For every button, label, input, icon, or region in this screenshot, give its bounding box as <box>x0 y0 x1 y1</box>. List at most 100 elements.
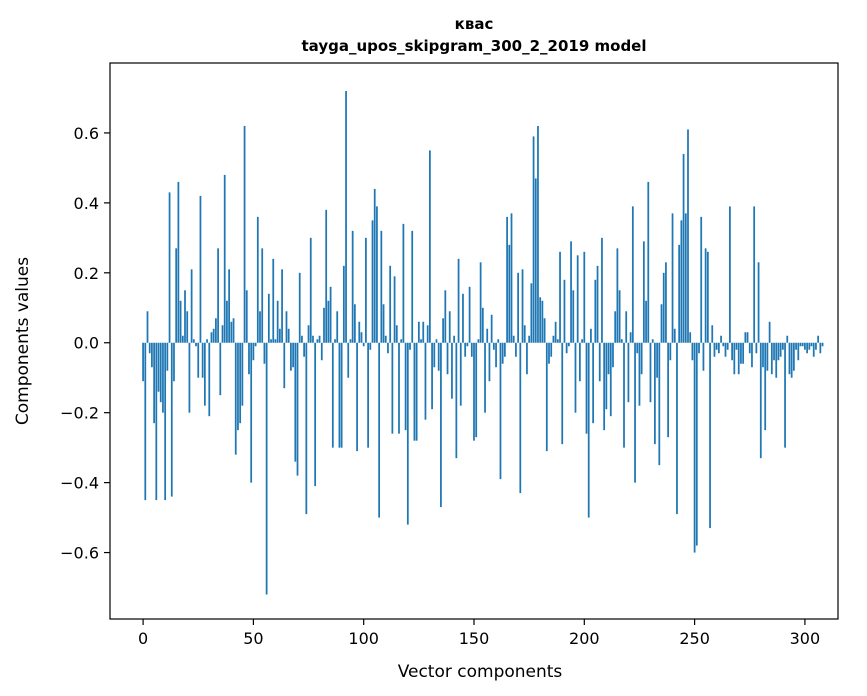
bar-247 <box>687 129 689 343</box>
bar-252 <box>698 342 700 354</box>
bar-168 <box>512 335 515 343</box>
bar-78 <box>314 342 317 487</box>
bar-203 <box>590 328 592 343</box>
bar-77 <box>312 335 314 343</box>
bar-58 <box>270 339 272 343</box>
bar-71 <box>298 272 301 343</box>
bar-112 <box>389 265 392 343</box>
bar-142 <box>455 342 458 459</box>
bar-188 <box>556 339 559 343</box>
bar-305 <box>815 342 817 350</box>
bar-97 <box>356 342 358 452</box>
bar-267 <box>731 342 733 361</box>
bar-249 <box>691 342 694 361</box>
bar-277 <box>753 206 756 343</box>
bar-173 <box>523 325 526 343</box>
bar-114 <box>393 276 396 343</box>
bar-155 <box>484 342 486 413</box>
x-tick-label-200: 200 <box>569 629 600 648</box>
bar-46 <box>243 125 246 343</box>
bar-223 <box>634 342 636 483</box>
bar-15 <box>175 248 178 343</box>
bar-175 <box>528 335 531 343</box>
bar-49 <box>250 342 253 483</box>
bar-299 <box>801 342 804 347</box>
bar-276 <box>751 342 753 368</box>
bar-202 <box>587 342 590 518</box>
bar-104 <box>371 220 374 343</box>
bar-222 <box>631 206 634 343</box>
x-tick-label-150: 150 <box>459 629 490 648</box>
bar-137 <box>444 290 447 343</box>
bar-280 <box>759 342 762 459</box>
bar-162 <box>499 342 502 480</box>
y-tick-label-5: 0.4 <box>74 194 99 213</box>
bar-139 <box>448 311 451 343</box>
bar-161 <box>497 339 500 343</box>
bar-40 <box>230 321 233 343</box>
bar-166 <box>508 244 511 343</box>
bar-245 <box>682 153 685 343</box>
bar-285 <box>770 342 773 375</box>
bar-95 <box>351 230 354 343</box>
x-tick-label-300: 300 <box>790 629 821 648</box>
bar-306 <box>817 335 820 343</box>
bar-290 <box>781 342 784 350</box>
bar-4 <box>151 342 153 368</box>
bar-5 <box>153 342 155 424</box>
x-axis: 0 50 100 150 200 250 300 <box>138 619 820 648</box>
bar-89 <box>338 342 341 448</box>
bar-111 <box>387 342 389 354</box>
bar-55 <box>263 342 266 364</box>
bar-38 <box>226 300 228 343</box>
bar-190 <box>561 342 564 445</box>
bar-106 <box>376 206 378 343</box>
bar-48 <box>248 342 250 375</box>
bar-172 <box>521 269 524 343</box>
bar-8 <box>159 342 162 403</box>
bar-293 <box>788 342 791 375</box>
bar-254 <box>702 342 705 371</box>
bar-209 <box>603 342 606 431</box>
bar-282 <box>764 342 767 431</box>
y-axis-label: Components values <box>13 257 33 425</box>
bar-72 <box>301 335 303 343</box>
bar-107 <box>378 342 381 518</box>
y-tick-label-4: 0.2 <box>74 264 99 283</box>
bar-19 <box>184 290 186 343</box>
bar-105 <box>373 188 376 343</box>
x-axis-label: Vector components <box>398 662 563 682</box>
bar-187 <box>554 321 557 343</box>
bar-297 <box>797 342 800 361</box>
bar-64 <box>283 342 286 389</box>
x-tick-label-0: 0 <box>138 629 148 648</box>
plot-frame <box>109 62 839 620</box>
bar-287 <box>775 342 778 378</box>
bar-41 <box>232 318 235 343</box>
bar-278 <box>755 342 758 354</box>
bar-189 <box>559 251 561 343</box>
bar-272 <box>742 342 745 364</box>
bar-195 <box>572 290 575 343</box>
bar-191 <box>563 279 566 343</box>
y-tick-label-2: −0.2 <box>60 404 99 423</box>
bar-178 <box>534 178 537 343</box>
bar-292 <box>786 335 789 343</box>
chart-subtitle: tayga_upos_skipgram_300_2_2019 model <box>302 37 647 55</box>
bar-307 <box>819 342 822 354</box>
bar-300 <box>804 342 806 350</box>
bar-25 <box>197 342 200 378</box>
y-tick-label-6: 0.6 <box>74 124 99 143</box>
bar-302 <box>808 342 811 350</box>
x-tick-label-50: 50 <box>243 629 263 648</box>
bar-228 <box>645 300 647 343</box>
bar-181 <box>541 300 544 343</box>
bar-85 <box>329 286 332 343</box>
bar-45 <box>241 342 244 406</box>
bar-220 <box>627 342 630 403</box>
bar-7 <box>157 342 160 392</box>
bar-269 <box>735 342 738 350</box>
bar-70 <box>296 342 299 476</box>
bar-76 <box>309 237 312 343</box>
